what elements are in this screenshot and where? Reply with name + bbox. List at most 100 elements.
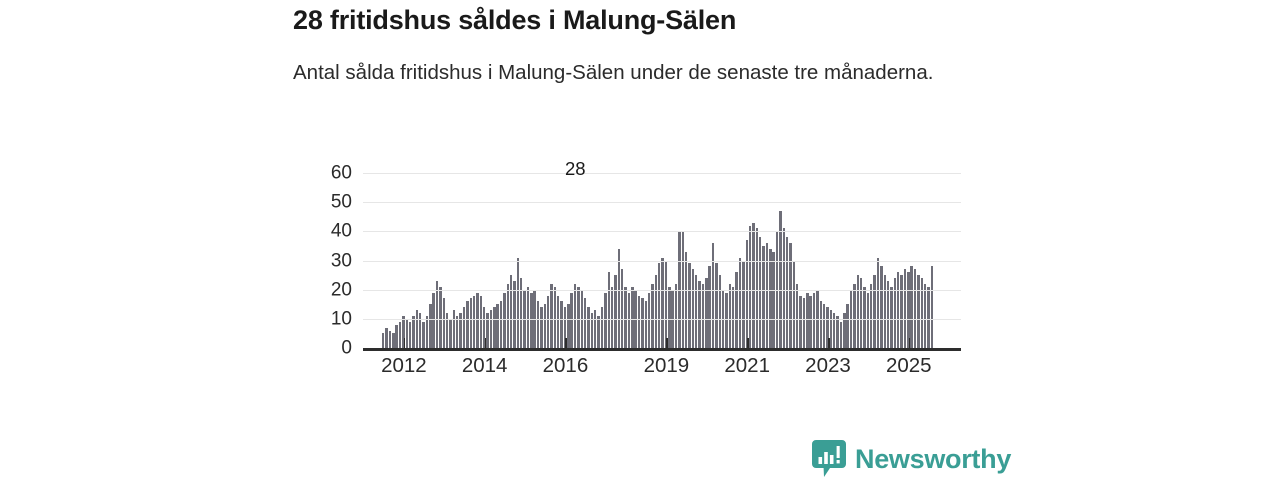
bar: [540, 307, 543, 348]
page-title: 28 fritidshus såldes i Malung-Sälen: [293, 5, 737, 35]
gridline: [363, 173, 961, 174]
bar: [570, 292, 573, 348]
y-axis-tick-label: 30: [330, 250, 352, 271]
bar: [812, 292, 816, 348]
bar: [863, 286, 866, 348]
bar: [900, 275, 903, 348]
bar: [644, 301, 647, 348]
bar: [590, 313, 594, 348]
bar: [664, 260, 668, 348]
bar: [520, 278, 523, 348]
bar: [846, 304, 849, 348]
bar: [382, 333, 385, 348]
bar: [789, 243, 792, 348]
y-axis-tick-label: 60: [330, 162, 352, 184]
bar: [728, 283, 732, 348]
bar: [408, 321, 412, 348]
bar: [822, 304, 826, 348]
bar: [472, 295, 476, 348]
y-axis-labels: 0 10 20 30 40 50 60: [300, 160, 352, 360]
bar: [829, 310, 833, 348]
bar: [557, 295, 560, 348]
bar: [439, 286, 442, 348]
bar: [654, 275, 658, 348]
bar: [415, 310, 419, 348]
bar: [479, 295, 483, 348]
bar: [509, 275, 513, 348]
bar: [836, 315, 839, 348]
bar: [923, 283, 927, 348]
bar: [429, 304, 432, 348]
bar: [772, 251, 775, 348]
bar: [695, 275, 698, 348]
bar: [449, 318, 452, 348]
bar: [866, 292, 870, 348]
bar: [782, 228, 785, 348]
bar: [614, 275, 617, 348]
y-axis-tick-label: 20: [330, 279, 352, 301]
bar: [546, 295, 550, 348]
bar: [802, 298, 806, 348]
highlight-value-label: 28: [565, 158, 586, 179]
bar: [755, 228, 759, 348]
y-axis-tick-label: 50: [330, 191, 352, 213]
bar: [658, 263, 661, 348]
bar: [594, 310, 597, 348]
bar: [715, 263, 718, 348]
bar: [422, 321, 425, 348]
bar: [910, 266, 913, 348]
bar: [873, 275, 876, 348]
bar: [405, 318, 408, 348]
bar: [620, 269, 624, 348]
gridline: [363, 202, 961, 204]
x-axis-tick: [666, 338, 668, 349]
bar: [536, 301, 540, 348]
bar: [503, 292, 506, 348]
bar: [466, 301, 469, 348]
bar: [705, 278, 708, 348]
newsworthy-logo[interactable]: Newsworthy: [812, 440, 1011, 478]
bar: [907, 272, 910, 348]
bar: [708, 266, 711, 348]
bar: [927, 286, 930, 348]
bar: [738, 257, 742, 348]
bar: [600, 307, 604, 348]
bar: [482, 307, 486, 348]
bar: [530, 292, 533, 348]
x-axis-tick: [565, 338, 568, 349]
bar: [833, 313, 836, 348]
x-axis-tick: [747, 338, 749, 349]
bar: [674, 283, 678, 348]
bar: [456, 315, 459, 348]
x-axis-tick: [403, 338, 406, 349]
bar: [779, 210, 782, 348]
x-axis-tick: [908, 338, 911, 349]
bar: [577, 286, 580, 348]
gridline: [363, 231, 961, 233]
bar: [913, 269, 917, 348]
bar: [432, 292, 435, 348]
bar: [742, 260, 745, 348]
bar: [748, 225, 752, 348]
bar: [839, 321, 843, 348]
x-axis-tick-label: 2016: [542, 354, 589, 377]
bar: [870, 283, 873, 348]
bar: [499, 301, 503, 348]
bar: [735, 272, 738, 348]
bar: [799, 295, 802, 348]
bar: [476, 292, 479, 348]
bar: [661, 257, 664, 348]
bar: [567, 304, 570, 348]
gridline: [363, 260, 961, 262]
bar: [624, 286, 627, 348]
gridline: [363, 289, 961, 291]
bar: [809, 295, 812, 348]
bar: [826, 307, 829, 348]
bar: [563, 307, 567, 348]
bar: [597, 315, 600, 348]
bar: [806, 292, 809, 348]
bar: [930, 266, 934, 348]
bar: [920, 278, 923, 348]
bar: [691, 269, 695, 348]
x-axis-tick-label: 2023: [805, 354, 851, 377]
